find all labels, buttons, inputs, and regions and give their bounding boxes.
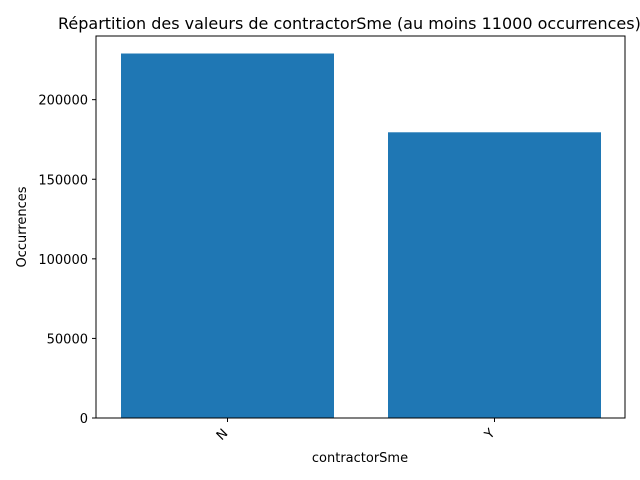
y-tick-label: 50000 bbox=[47, 332, 88, 347]
bar-Y bbox=[388, 132, 601, 418]
y-tick-label: 200000 bbox=[38, 94, 88, 109]
y-axis-label: Occurrences bbox=[15, 186, 30, 267]
bar-N bbox=[121, 53, 334, 419]
y-tick-label: 150000 bbox=[38, 173, 88, 188]
x-tick-label: N bbox=[214, 426, 231, 443]
chart-title: Répartition des valeurs de contractorSme… bbox=[58, 14, 640, 33]
bars-group bbox=[121, 53, 601, 419]
x-axis-label: contractorSme bbox=[312, 451, 408, 466]
y-tick-label: 0 bbox=[80, 412, 88, 427]
x-tick-label: Y bbox=[481, 426, 498, 443]
y-axis-ticks: 0 50000 100000 150000 200000 bbox=[38, 94, 96, 427]
y-tick-label: 100000 bbox=[38, 253, 88, 268]
plot-area-frame bbox=[95, 35, 626, 419]
